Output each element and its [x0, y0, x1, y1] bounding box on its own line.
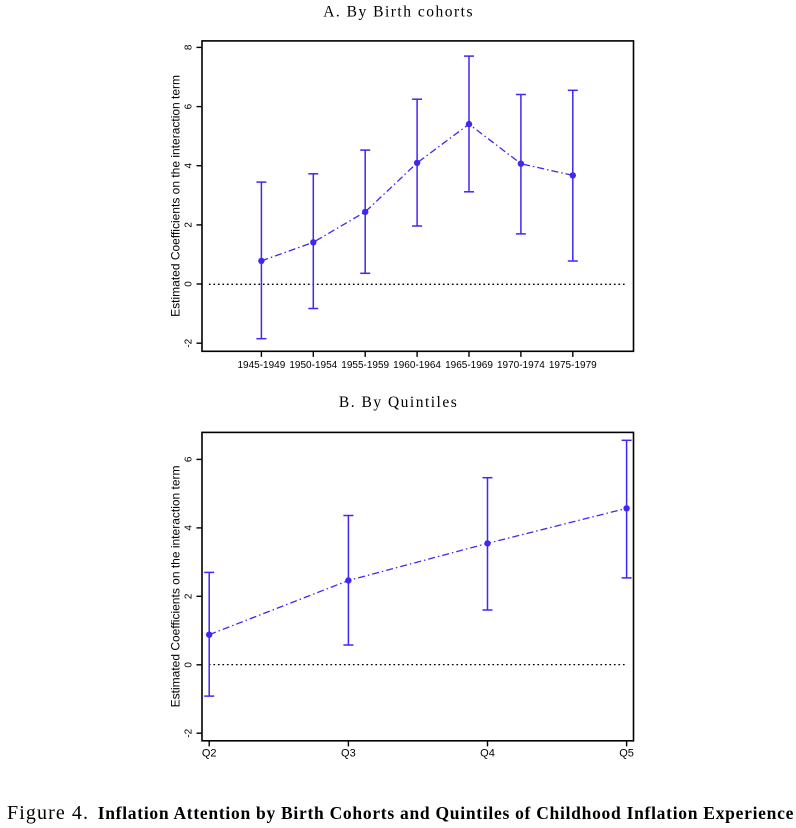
- svg-text:4: 4: [184, 525, 195, 531]
- svg-text:Figure 4.: Figure 4.: [7, 802, 89, 824]
- svg-text:Q5: Q5: [619, 748, 634, 760]
- svg-text:1970-1974: 1970-1974: [497, 360, 545, 371]
- svg-text:1960-1964: 1960-1964: [393, 360, 441, 371]
- svg-text:8: 8: [184, 44, 195, 50]
- svg-text:1955-1959: 1955-1959: [341, 360, 389, 371]
- svg-text:B. By Quintiles: B. By Quintiles: [339, 394, 458, 411]
- svg-text:0: 0: [184, 662, 195, 668]
- svg-text:Inflation Attention by Birth C: Inflation Attention by Birth Cohorts and…: [98, 803, 794, 823]
- svg-text:Q2: Q2: [202, 748, 217, 760]
- svg-text:Estimated Coefficients on the: Estimated Coefficients on the interactio…: [169, 75, 183, 317]
- svg-text:6: 6: [184, 456, 195, 462]
- svg-text:6: 6: [184, 103, 195, 109]
- svg-text:4: 4: [184, 162, 195, 168]
- svg-text:0: 0: [184, 281, 195, 287]
- svg-text:1965-1969: 1965-1969: [445, 360, 493, 371]
- svg-text:-2: -2: [184, 728, 195, 737]
- svg-text:-2: -2: [184, 338, 195, 347]
- svg-text:1945-1949: 1945-1949: [237, 360, 285, 371]
- svg-text:1950-1954: 1950-1954: [289, 360, 337, 371]
- svg-text:2: 2: [184, 222, 195, 228]
- svg-text:Q3: Q3: [341, 748, 356, 760]
- svg-text:1975-1979: 1975-1979: [549, 360, 597, 371]
- svg-text:Q4: Q4: [480, 748, 495, 760]
- svg-text:2: 2: [184, 593, 195, 599]
- svg-text:Estimated Coefficients on the: Estimated Coefficients on the interactio…: [169, 465, 183, 707]
- svg-text:A. By Birth cohorts: A. By Birth cohorts: [323, 3, 474, 20]
